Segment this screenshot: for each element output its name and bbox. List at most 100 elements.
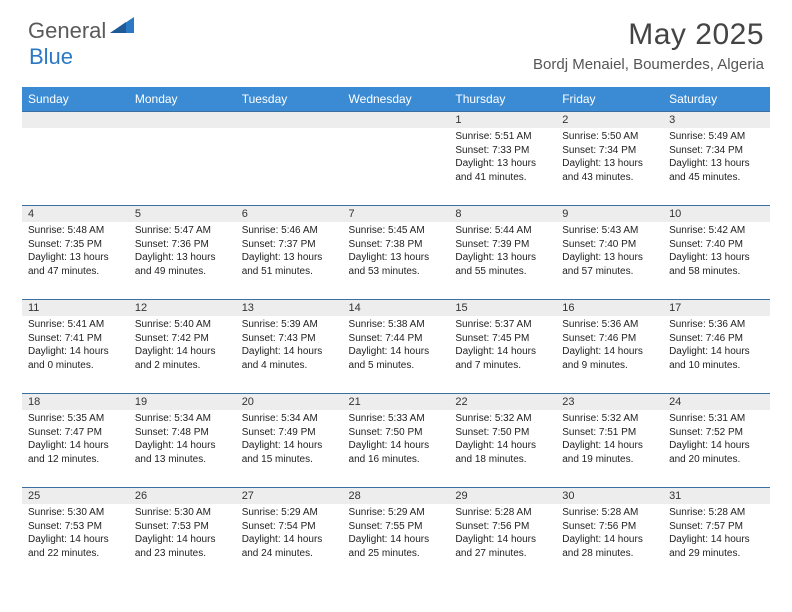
day-info (343, 128, 450, 188)
day-info: Sunrise: 5:47 AMSunset: 7:36 PMDaylight:… (129, 222, 236, 282)
day-info: Sunrise: 5:37 AMSunset: 7:45 PMDaylight:… (449, 316, 556, 376)
day-info (236, 128, 343, 188)
day-info: Sunrise: 5:31 AMSunset: 7:52 PMDaylight:… (663, 410, 770, 470)
sunset-line: Sunset: 7:34 PM (562, 144, 657, 158)
daylight-line: Daylight: 14 hours and 18 minutes. (455, 439, 550, 466)
calendar-day-cell: 6Sunrise: 5:46 AMSunset: 7:37 PMDaylight… (236, 205, 343, 299)
calendar-day-cell: 23Sunrise: 5:32 AMSunset: 7:51 PMDayligh… (556, 393, 663, 487)
daylight-line: Daylight: 14 hours and 4 minutes. (242, 345, 337, 372)
daylight-line: Daylight: 14 hours and 19 minutes. (562, 439, 657, 466)
sunrise-line: Sunrise: 5:40 AM (135, 318, 230, 332)
day-number: 29 (449, 487, 556, 504)
sunrise-line: Sunrise: 5:45 AM (349, 224, 444, 238)
month-title: May 2025 (533, 18, 764, 52)
weekday-header: Saturday (663, 87, 770, 111)
calendar-day-cell: 12Sunrise: 5:40 AMSunset: 7:42 PMDayligh… (129, 299, 236, 393)
day-info: Sunrise: 5:32 AMSunset: 7:50 PMDaylight:… (449, 410, 556, 470)
sunset-line: Sunset: 7:54 PM (242, 520, 337, 534)
calendar-day-cell: 31Sunrise: 5:28 AMSunset: 7:57 PMDayligh… (663, 487, 770, 581)
sunrise-line: Sunrise: 5:29 AM (242, 506, 337, 520)
sunset-line: Sunset: 7:56 PM (455, 520, 550, 534)
calendar-empty-cell (22, 111, 129, 205)
sunrise-line: Sunrise: 5:29 AM (349, 506, 444, 520)
sunrise-line: Sunrise: 5:48 AM (28, 224, 123, 238)
sunset-line: Sunset: 7:49 PM (242, 426, 337, 440)
daylight-line: Daylight: 14 hours and 2 minutes. (135, 345, 230, 372)
day-info: Sunrise: 5:40 AMSunset: 7:42 PMDaylight:… (129, 316, 236, 376)
sunrise-line: Sunrise: 5:46 AM (242, 224, 337, 238)
calendar-empty-cell (129, 111, 236, 205)
daylight-line: Daylight: 14 hours and 20 minutes. (669, 439, 764, 466)
day-number: 21 (343, 393, 450, 410)
daylight-line: Daylight: 14 hours and 25 minutes. (349, 533, 444, 560)
sunrise-line: Sunrise: 5:30 AM (28, 506, 123, 520)
day-info: Sunrise: 5:33 AMSunset: 7:50 PMDaylight:… (343, 410, 450, 470)
day-number: 31 (663, 487, 770, 504)
day-info: Sunrise: 5:29 AMSunset: 7:54 PMDaylight:… (236, 504, 343, 564)
day-info: Sunrise: 5:51 AMSunset: 7:33 PMDaylight:… (449, 128, 556, 188)
day-number: 3 (663, 111, 770, 128)
calendar-day-cell: 17Sunrise: 5:36 AMSunset: 7:46 PMDayligh… (663, 299, 770, 393)
calendar-day-cell: 18Sunrise: 5:35 AMSunset: 7:47 PMDayligh… (22, 393, 129, 487)
day-number (129, 111, 236, 128)
day-info: Sunrise: 5:36 AMSunset: 7:46 PMDaylight:… (663, 316, 770, 376)
daylight-line: Daylight: 14 hours and 15 minutes. (242, 439, 337, 466)
day-info (129, 128, 236, 188)
brand-blue: Blue (29, 44, 73, 69)
weekday-header: Tuesday (236, 87, 343, 111)
day-number: 10 (663, 205, 770, 222)
daylight-line: Daylight: 14 hours and 23 minutes. (135, 533, 230, 560)
day-number: 28 (343, 487, 450, 504)
daylight-line: Daylight: 13 hours and 47 minutes. (28, 251, 123, 278)
sunset-line: Sunset: 7:46 PM (669, 332, 764, 346)
day-info (22, 128, 129, 188)
day-info: Sunrise: 5:30 AMSunset: 7:53 PMDaylight:… (129, 504, 236, 564)
day-number: 20 (236, 393, 343, 410)
sunset-line: Sunset: 7:53 PM (135, 520, 230, 534)
daylight-line: Daylight: 14 hours and 9 minutes. (562, 345, 657, 372)
sunset-line: Sunset: 7:43 PM (242, 332, 337, 346)
day-info: Sunrise: 5:49 AMSunset: 7:34 PMDaylight:… (663, 128, 770, 188)
daylight-line: Daylight: 13 hours and 51 minutes. (242, 251, 337, 278)
sunrise-line: Sunrise: 5:41 AM (28, 318, 123, 332)
sunset-line: Sunset: 7:38 PM (349, 238, 444, 252)
sunset-line: Sunset: 7:34 PM (669, 144, 764, 158)
daylight-line: Daylight: 14 hours and 27 minutes. (455, 533, 550, 560)
calendar-week-row: 11Sunrise: 5:41 AMSunset: 7:41 PMDayligh… (22, 299, 770, 393)
daylight-line: Daylight: 14 hours and 29 minutes. (669, 533, 764, 560)
calendar-day-cell: 20Sunrise: 5:34 AMSunset: 7:49 PMDayligh… (236, 393, 343, 487)
calendar-day-cell: 1Sunrise: 5:51 AMSunset: 7:33 PMDaylight… (449, 111, 556, 205)
sunrise-line: Sunrise: 5:49 AM (669, 130, 764, 144)
calendar-day-cell: 9Sunrise: 5:43 AMSunset: 7:40 PMDaylight… (556, 205, 663, 299)
sunrise-line: Sunrise: 5:28 AM (562, 506, 657, 520)
calendar-day-cell: 28Sunrise: 5:29 AMSunset: 7:55 PMDayligh… (343, 487, 450, 581)
day-info: Sunrise: 5:48 AMSunset: 7:35 PMDaylight:… (22, 222, 129, 282)
day-info: Sunrise: 5:39 AMSunset: 7:43 PMDaylight:… (236, 316, 343, 376)
sunset-line: Sunset: 7:35 PM (28, 238, 123, 252)
sunset-line: Sunset: 7:42 PM (135, 332, 230, 346)
header: General May 2025 Bordj Menaiel, Boumerde… (0, 0, 792, 79)
day-info: Sunrise: 5:43 AMSunset: 7:40 PMDaylight:… (556, 222, 663, 282)
daylight-line: Daylight: 13 hours and 45 minutes. (669, 157, 764, 184)
day-number (236, 111, 343, 128)
sunrise-line: Sunrise: 5:38 AM (349, 318, 444, 332)
calendar-day-cell: 7Sunrise: 5:45 AMSunset: 7:38 PMDaylight… (343, 205, 450, 299)
daylight-line: Daylight: 14 hours and 12 minutes. (28, 439, 123, 466)
calendar-week-row: 4Sunrise: 5:48 AMSunset: 7:35 PMDaylight… (22, 205, 770, 299)
day-info: Sunrise: 5:44 AMSunset: 7:39 PMDaylight:… (449, 222, 556, 282)
day-info: Sunrise: 5:34 AMSunset: 7:48 PMDaylight:… (129, 410, 236, 470)
weekday-header: Wednesday (343, 87, 450, 111)
calendar-day-cell: 15Sunrise: 5:37 AMSunset: 7:45 PMDayligh… (449, 299, 556, 393)
brand-blue-wrap: Blue (28, 44, 73, 70)
sunrise-line: Sunrise: 5:37 AM (455, 318, 550, 332)
sunrise-line: Sunrise: 5:36 AM (562, 318, 657, 332)
brand-general: General (28, 18, 106, 44)
calendar-day-cell: 8Sunrise: 5:44 AMSunset: 7:39 PMDaylight… (449, 205, 556, 299)
day-info: Sunrise: 5:34 AMSunset: 7:49 PMDaylight:… (236, 410, 343, 470)
day-info: Sunrise: 5:36 AMSunset: 7:46 PMDaylight:… (556, 316, 663, 376)
daylight-line: Daylight: 14 hours and 16 minutes. (349, 439, 444, 466)
day-info: Sunrise: 5:32 AMSunset: 7:51 PMDaylight:… (556, 410, 663, 470)
day-number: 13 (236, 299, 343, 316)
sunrise-line: Sunrise: 5:50 AM (562, 130, 657, 144)
calendar-empty-cell (343, 111, 450, 205)
